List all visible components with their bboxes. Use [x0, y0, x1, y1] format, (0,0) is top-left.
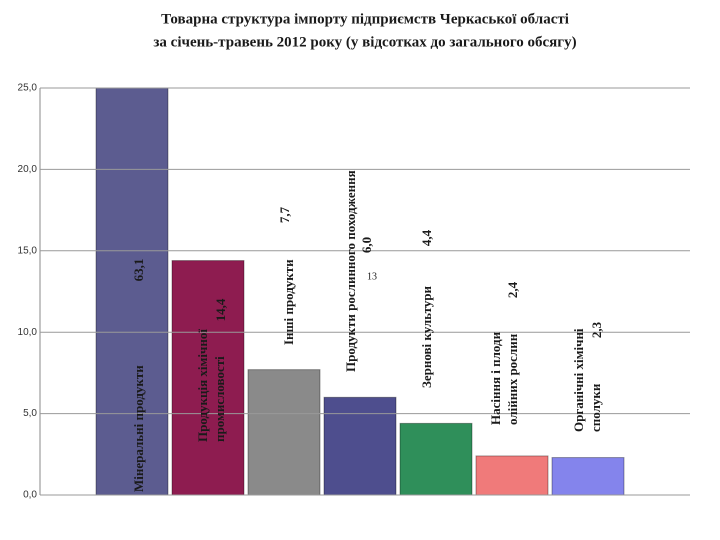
bar	[399, 422, 473, 496]
annotation: 13	[367, 271, 377, 282]
category-label: Зернові культури	[419, 285, 434, 388]
y-tick-label: 15,0	[18, 245, 38, 256]
chart-title: Товарна структура імпорту підприємств Че…	[161, 11, 569, 27]
category-label: Мінеральні продукти	[131, 365, 146, 492]
category-label: Органічні хімічні сполуки	[571, 328, 603, 432]
value-label: 7,7	[277, 206, 292, 223]
bar	[551, 457, 625, 496]
value-label: 63,1	[131, 259, 146, 282]
category-label: Продукція хімічної промисловості	[195, 329, 227, 442]
value-label: 6,0	[359, 237, 374, 253]
y-tick-label: 5,0	[23, 408, 37, 419]
bar	[475, 455, 549, 496]
bar	[171, 260, 245, 496]
value-label: 4,4	[419, 229, 434, 246]
value-label: 14,4	[213, 298, 228, 321]
y-tick-label: 0,0	[23, 490, 37, 501]
chart-subtitle: за січень-травень 2012 року (у відсотках…	[153, 34, 576, 50]
bar	[323, 396, 397, 496]
y-tick-label: 10,0	[18, 327, 38, 338]
bar	[247, 369, 321, 496]
category-label: Продукти рослинного походження	[343, 170, 358, 372]
value-label: 2,3	[589, 321, 604, 338]
value-label: 2,4	[505, 281, 520, 298]
y-tick-label: 20,0	[18, 164, 38, 175]
category-label: Насіння і плоди олійних рослин	[488, 331, 520, 425]
y-tick-label: 25,0	[18, 83, 38, 94]
category-label: Інші продукти	[281, 259, 296, 345]
